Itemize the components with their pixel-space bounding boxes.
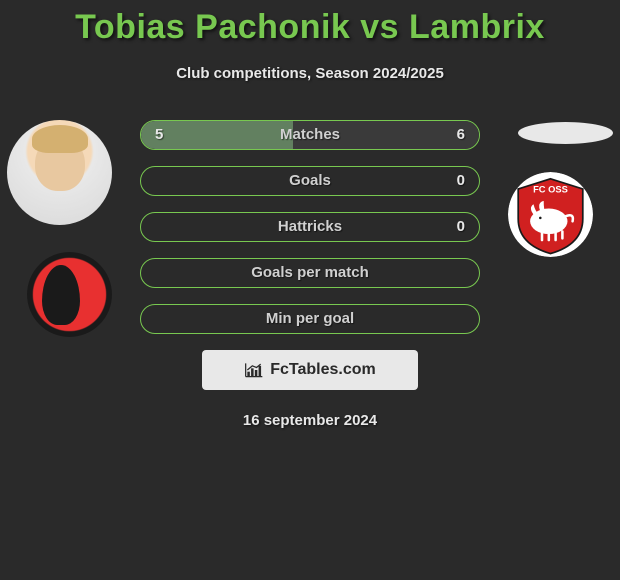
right-badge-text: FC OSS [533, 184, 568, 194]
right-player-placeholder [518, 122, 613, 144]
stat-label: Min per goal [141, 305, 479, 332]
stat-label: Hattricks [141, 213, 479, 240]
stat-label: Matches [141, 121, 479, 148]
left-player-photo [7, 120, 112, 225]
stat-value-right: 0 [457, 213, 465, 240]
date-label: 16 september 2024 [0, 412, 620, 429]
right-club-badge: FC OSS [508, 172, 593, 257]
stat-row: Goals0 [140, 166, 480, 196]
stat-row: Goals per match [140, 258, 480, 288]
stat-value-right: 6 [457, 121, 465, 148]
left-club-badge [27, 252, 112, 337]
fctables-watermark: FcTables.com [202, 350, 418, 390]
fctables-label: FcTables.com [270, 361, 376, 379]
page-title: Tobias Pachonik vs Lambrix [0, 0, 620, 47]
stats-list: 5Matches6Goals0Hattricks0Goals per match… [140, 120, 480, 334]
chart-icon [244, 361, 264, 379]
subtitle: Club competitions, Season 2024/2025 [0, 65, 620, 82]
stat-row: Hattricks0 [140, 212, 480, 242]
stat-label: Goals [141, 167, 479, 194]
stat-value-right: 0 [457, 167, 465, 194]
stat-row: Min per goal [140, 304, 480, 334]
stat-row: 5Matches6 [140, 120, 480, 150]
stat-label: Goals per match [141, 259, 479, 286]
comparison-area: FC OSS 5Matches6Goals0Hattricks0Goals pe… [0, 120, 620, 429]
